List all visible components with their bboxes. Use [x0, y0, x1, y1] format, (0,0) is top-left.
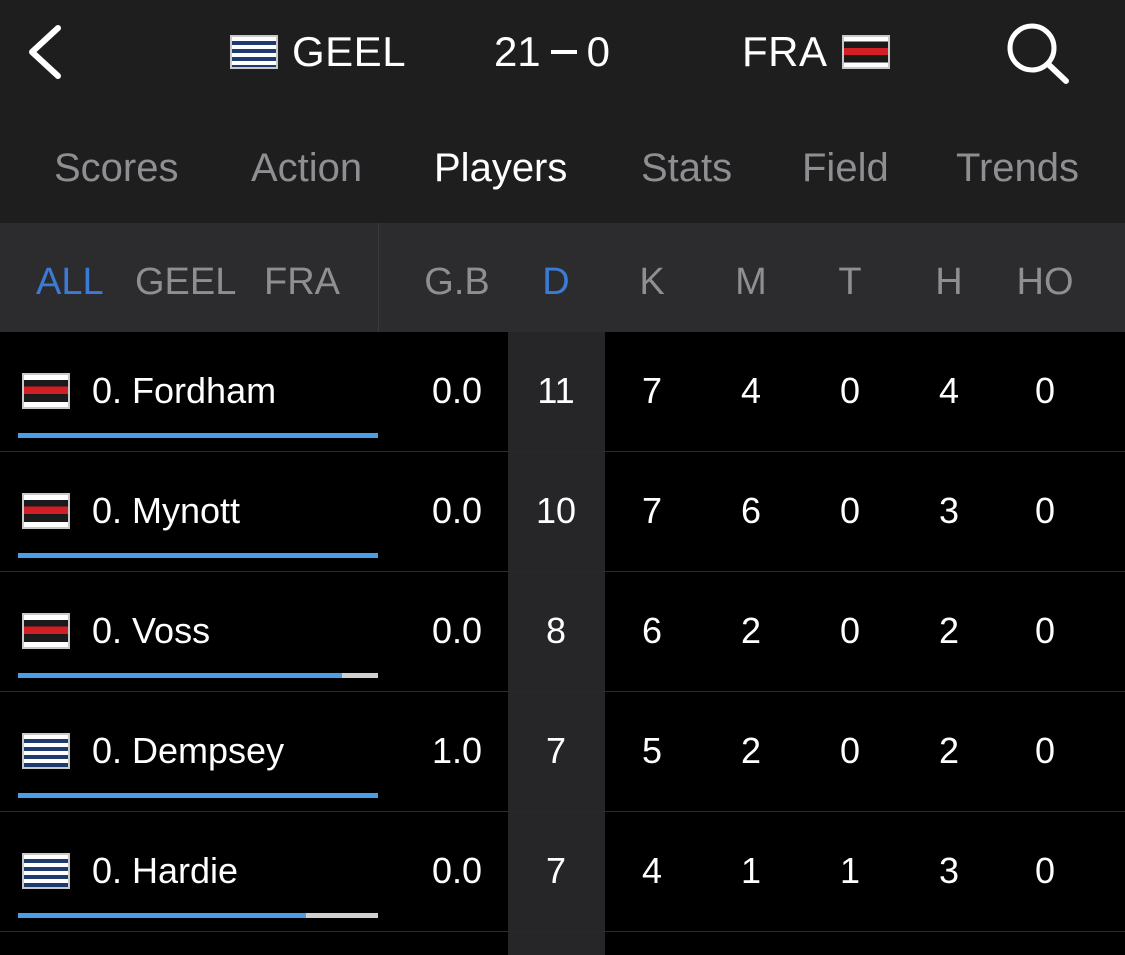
column-t[interactable]: T: [838, 261, 862, 303]
stat-h: 3: [938, 850, 960, 891]
player-name[interactable]: 0. Voss: [92, 610, 211, 651]
column-m[interactable]: M: [735, 261, 767, 303]
sorted-column-highlight: [508, 332, 605, 955]
stat-d: 11: [537, 370, 575, 411]
player-progress-bar: [18, 793, 378, 798]
stat-ho: 0: [1034, 730, 1056, 771]
stat-h: 4: [938, 370, 960, 411]
tab-stats[interactable]: Stats: [641, 146, 733, 190]
tab-action[interactable]: Action: [251, 146, 363, 190]
stat-h: 3: [938, 490, 960, 531]
stat-k: 7: [641, 370, 663, 411]
stat-d: 8: [545, 610, 567, 651]
stats-column-header: ALL GEEL FRA G.B D K M T H HO: [0, 223, 1125, 332]
stat-ho: 0: [1034, 850, 1056, 891]
filter-geel[interactable]: GEEL: [135, 261, 237, 303]
match-score: 21 0: [472, 27, 632, 77]
stat-m: 2: [740, 730, 762, 771]
stat-k: 6: [641, 610, 663, 651]
player-progress-fill: [18, 553, 378, 558]
column-gb[interactable]: G.B: [424, 261, 490, 303]
column-k[interactable]: K: [639, 261, 665, 303]
home-team[interactable]: GEEL: [230, 27, 406, 77]
player-name[interactable]: 0. Mynott: [92, 490, 241, 531]
search-button[interactable]: [1000, 18, 1076, 86]
column-ho[interactable]: HO: [1016, 261, 1074, 303]
stat-m: 2: [740, 610, 762, 651]
stat-ho: 0: [1034, 490, 1056, 531]
stat-d: 7: [545, 850, 567, 891]
player-row[interactable]: 0. Dempsey 1.0 7 5 2 0 2 0: [0, 692, 1125, 812]
geel-flag-icon: [22, 853, 70, 889]
stat-m: 1: [740, 850, 762, 891]
player-row[interactable]: 0. Hardie 0.0 7 4 1 1 3 0: [0, 812, 1125, 932]
column-d[interactable]: D: [542, 261, 570, 303]
stat-ho: 0: [1034, 370, 1056, 411]
stat-ho: 0: [1034, 610, 1056, 651]
geel-flag-icon: [230, 35, 278, 69]
stat-t: 0: [839, 490, 861, 531]
player-name[interactable]: 0. Dempsey: [92, 730, 285, 771]
away-team-name: FRA: [742, 28, 828, 75]
player-progress-bar: [18, 913, 378, 918]
stat-t: 0: [839, 730, 861, 771]
player-progress-fill: [18, 673, 342, 678]
stat-d: 7: [545, 730, 567, 771]
player-name[interactable]: 0. Fordham: [92, 370, 277, 411]
stat-gb: 0.0: [431, 370, 483, 411]
away-team[interactable]: FRA: [742, 27, 890, 77]
stat-t: 0: [839, 610, 861, 651]
fra-flag-icon: [22, 493, 70, 529]
stat-k: 4: [641, 850, 663, 891]
back-button[interactable]: [22, 20, 72, 84]
player-row[interactable]: 0. Mynott 0.0 10 7 6 0 3 0: [0, 452, 1125, 572]
filter-fra[interactable]: FRA: [264, 261, 340, 303]
tab-trends[interactable]: Trends: [956, 146, 1080, 190]
player-progress-bar: [18, 433, 378, 438]
geel-flag-icon: [22, 733, 70, 769]
home-score: 21: [493, 28, 541, 75]
tab-players[interactable]: Players: [434, 146, 568, 190]
score-separator: [550, 50, 577, 54]
stat-k: 7: [641, 490, 663, 531]
column-h[interactable]: H: [935, 261, 963, 303]
stat-d: 10: [535, 490, 577, 531]
stat-h: 2: [938, 610, 960, 651]
fra-flag-icon: [841, 35, 890, 69]
stat-t: 1: [839, 850, 861, 891]
fra-flag-icon: [22, 613, 70, 649]
player-progress-bar: [18, 553, 378, 558]
stat-h: 2: [938, 730, 960, 771]
stat-gb: 0.0: [431, 850, 483, 891]
stat-gb: 1.0: [431, 730, 483, 771]
home-team-name: GEEL: [292, 28, 407, 75]
search-icon: [1007, 23, 1069, 84]
player-list: 0. Fordham 0.0 11 7 4 0 4 0 0. Mynott 0.0 10 7 6 0 3 0 0…: [0, 332, 1125, 955]
player-name[interactable]: 0. Hardie: [92, 850, 239, 891]
stat-gb: 0.0: [431, 490, 483, 531]
player-row[interactable]: 0. Fordham 0.0 11 7 4 0 4 0: [0, 332, 1125, 452]
player-progress-fill: [18, 913, 306, 918]
player-progress-bar: [18, 673, 378, 678]
player-progress-fill: [18, 793, 378, 798]
tab-scores[interactable]: Scores: [54, 146, 179, 190]
player-progress-fill: [18, 433, 378, 438]
fra-flag-icon: [22, 373, 70, 409]
tab-field[interactable]: Field: [802, 146, 889, 190]
stat-m: 4: [740, 370, 762, 411]
stat-k: 5: [641, 730, 663, 771]
stat-m: 6: [740, 490, 762, 531]
tab-bar: Scores Action Players Stats Field Trends: [0, 110, 1125, 223]
filter-all[interactable]: ALL: [36, 261, 104, 303]
away-score: 0: [586, 28, 611, 75]
chevron-left-icon: [29, 25, 61, 79]
stat-gb: 0.0: [431, 610, 483, 651]
player-row[interactable]: 0. Voss 0.0 8 6 2 0 2 0: [0, 572, 1125, 692]
match-header: GEEL 21 0 FRA: [0, 0, 1125, 110]
stat-t: 0: [839, 370, 861, 411]
header-divider: [378, 223, 379, 332]
